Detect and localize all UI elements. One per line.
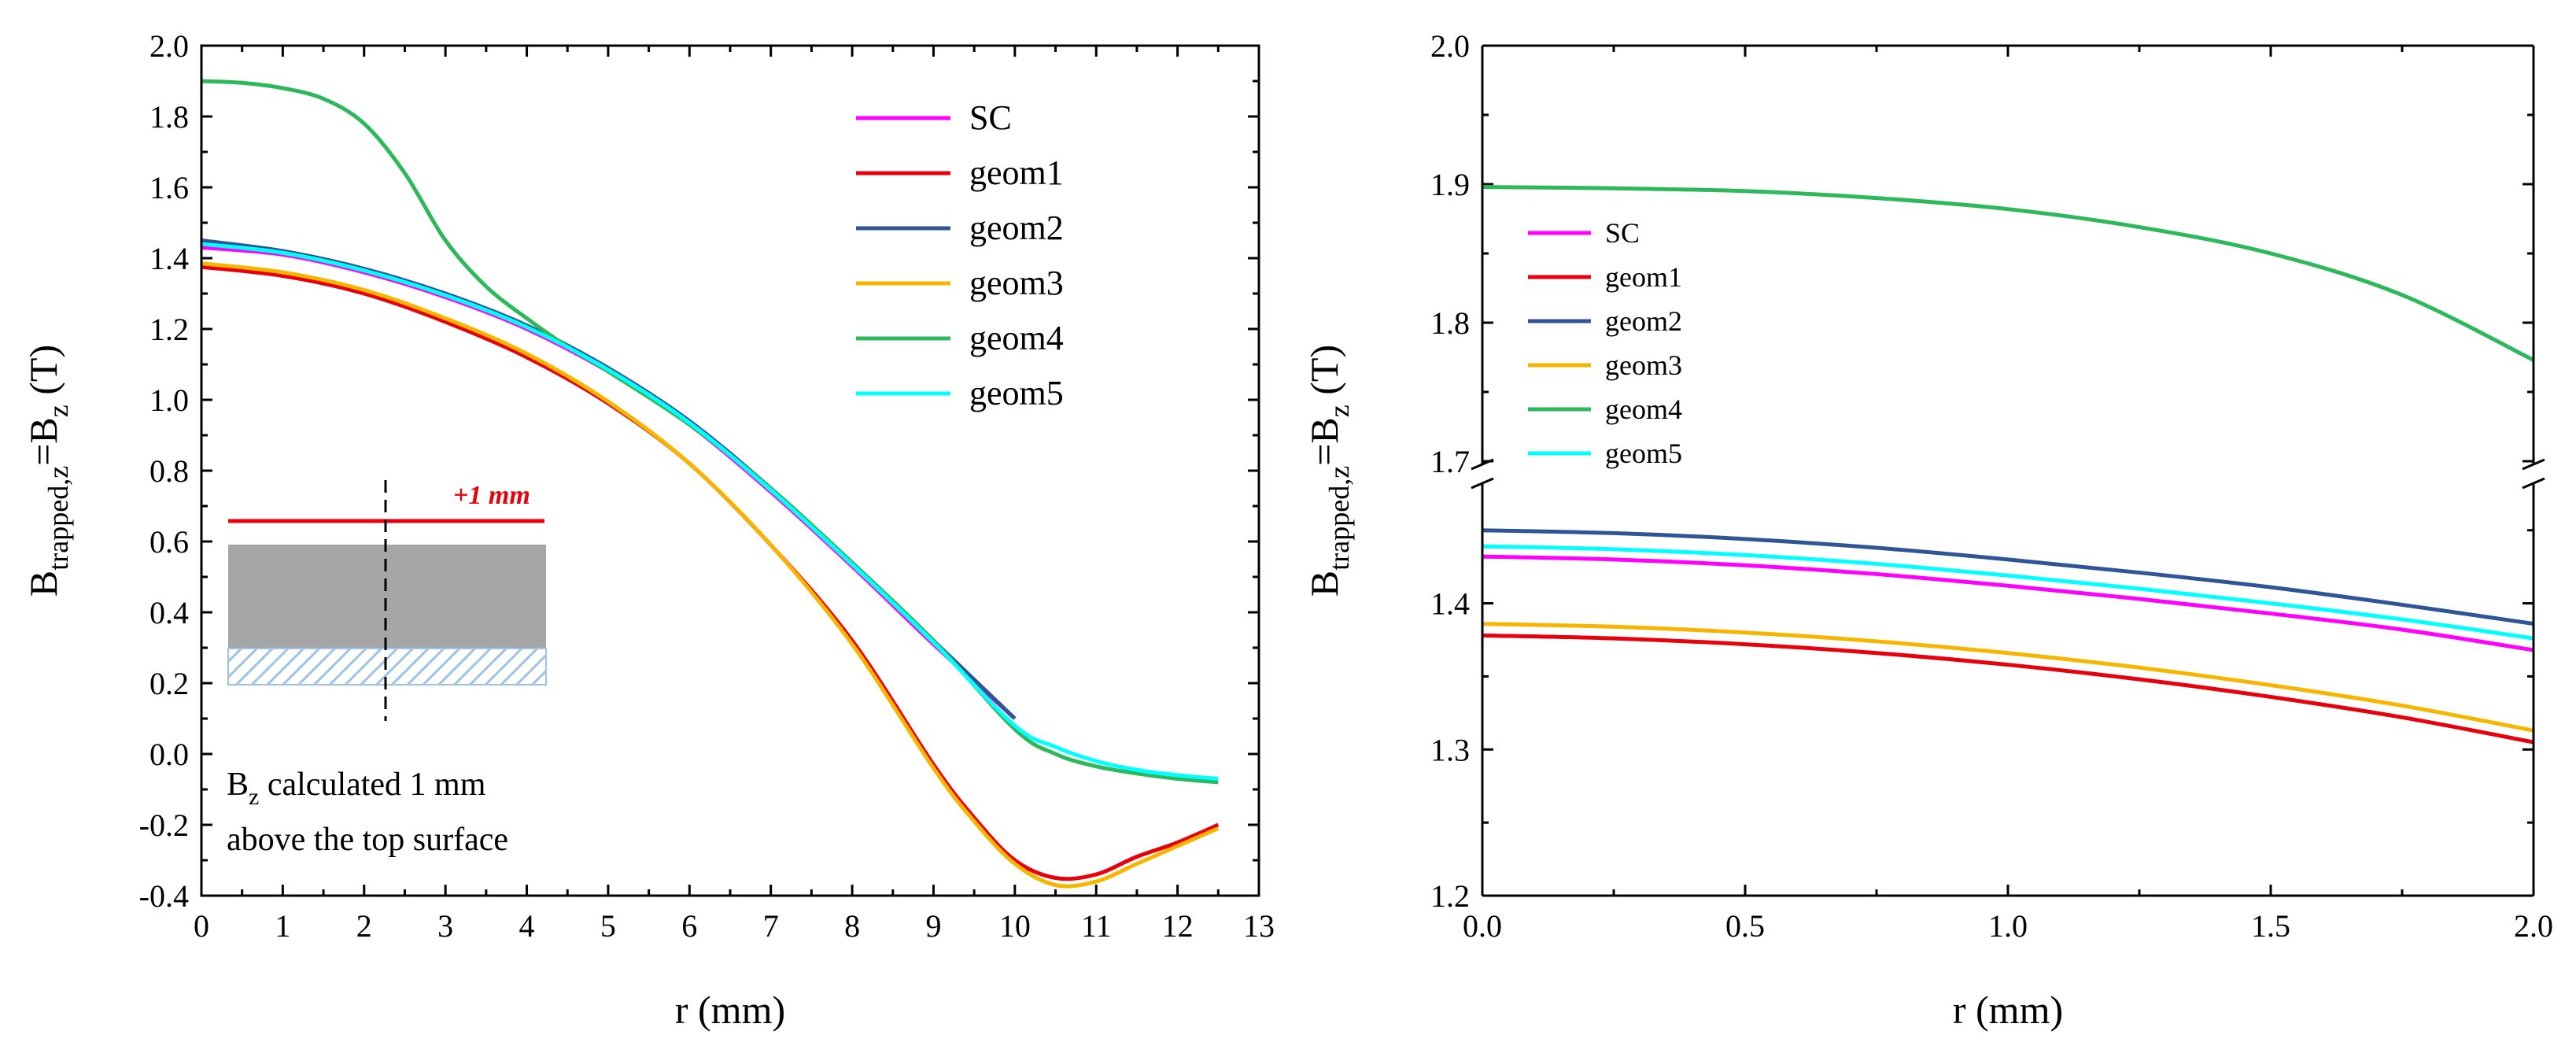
- legend-label-geom3: geom3: [1605, 349, 1682, 381]
- y-tick-label: 0.0: [149, 737, 189, 772]
- y-tick-label: 1.8: [1430, 305, 1470, 341]
- x-tick-label: 1: [275, 908, 290, 944]
- series-line-geom1: [1482, 633, 2534, 745]
- y-tick-label: 0.2: [149, 666, 189, 701]
- annotation-line-1: Bz calculated 1 mm: [227, 767, 486, 810]
- legend-label-geom2: geom2: [969, 209, 1064, 247]
- inset-offset-label: +1 mm: [453, 481, 530, 510]
- y-tick-label: 2.0: [149, 28, 189, 64]
- y-tick-label: 0.6: [149, 524, 189, 560]
- left-plot-frame: [200, 44, 1260, 897]
- left-y-axis-title: Btrapped,z=Bz (T): [21, 345, 74, 597]
- legend-label-SC: SC: [1605, 217, 1640, 249]
- legend-label-geom1: geom1: [1605, 261, 1682, 293]
- series-line-geom5: [201, 242, 1219, 781]
- x-tick-label: 1.5: [2251, 908, 2290, 944]
- left-series-group: [201, 79, 1220, 889]
- y-tick-label: 1.4: [1430, 586, 1470, 622]
- axis-break-mark-left-2: [1471, 477, 1494, 490]
- legend-label-geom5: geom5: [969, 374, 1064, 412]
- x-tick-label: 5: [600, 908, 616, 944]
- legend-label-geom5: geom5: [1605, 438, 1682, 469]
- y-tick-label: 0.4: [149, 595, 189, 630]
- axis-break-mark-right-1: [2522, 458, 2545, 471]
- legend-label-geom4: geom4: [1605, 394, 1682, 425]
- series-line-geom3: [1482, 622, 2534, 733]
- x-tick-label: 0.5: [1725, 908, 1765, 944]
- x-tick-label: 10: [999, 908, 1031, 944]
- x-tick-label: 6: [681, 908, 697, 944]
- left-legend: SC geom1 geom2 geom3 geom4 geom5: [856, 98, 1064, 412]
- y-tick-label: 1.7: [1430, 444, 1470, 479]
- x-tick-label: 2.0: [2514, 908, 2553, 944]
- x-tick-label: 3: [437, 908, 453, 944]
- right-upper-series-group: [1482, 185, 2534, 362]
- annotation-line-2: above the top surface: [227, 822, 508, 858]
- x-tick-label: 0: [194, 908, 209, 944]
- y-tick-label: 1.0: [149, 383, 189, 418]
- y-tick-label: 1.2: [149, 312, 189, 347]
- x-tick-label: 11: [1081, 908, 1112, 944]
- inset-sample-drawing: +1 mm: [227, 480, 547, 721]
- series-line-geom3: [201, 261, 1220, 889]
- axis-break-mark-left-1: [1471, 458, 1494, 471]
- y-tick-label: 1.2: [1430, 878, 1470, 914]
- y-tick-label: 1.3: [1430, 732, 1470, 767]
- y-tick-label: 0.8: [149, 453, 189, 489]
- y-tick-label: 1.8: [149, 99, 189, 135]
- right-x-axis-title: r (mm): [1953, 988, 2063, 1032]
- left-axis-ticks: 0 1 2 3 4 5 6 7 8 9 10 11 12 13-0.4-0.20.00.20.40.60.…: [139, 28, 1275, 944]
- x-tick-label: 2: [356, 908, 372, 944]
- right-legend: SC geom1 geom2 geom3 geom4 geom5: [1528, 217, 1682, 469]
- right-lower-series-group: [1482, 528, 2534, 745]
- x-tick-label: 8: [844, 908, 860, 944]
- left-panel: 0 1 2 3 4 5 6 7 8 9 10 11 12 13-0.4-0.20.00.20.40.60.…: [21, 28, 1275, 1032]
- x-tick-label: 7: [763, 908, 779, 944]
- x-tick-label: 0.0: [1463, 908, 1502, 944]
- series-line-geom2: [1482, 528, 2534, 626]
- axis-break-mark-right-2: [2522, 477, 2545, 490]
- x-tick-label: 9: [925, 908, 941, 944]
- legend-label-geom4: geom4: [969, 319, 1064, 357]
- x-tick-label: 4: [519, 908, 535, 944]
- y-tick-label: -0.4: [139, 878, 189, 914]
- y-tick-label: 1.6: [149, 170, 189, 205]
- x-tick-label: 1.0: [1988, 908, 2028, 944]
- inset-superconductor-block: [228, 545, 546, 649]
- right-panel: 0.0 0.5 1.0 1.5 2.0 1.7 1.8 1.9 2.0 1.2 1.3 1.4 SC g…: [1302, 28, 2553, 1032]
- y-tick-label: -0.2: [139, 808, 189, 843]
- right-axis-ticks: 0.0 0.5 1.0 1.5 2.0 1.7 1.8 1.9 2.0 1.2 1.3 1.4: [1430, 28, 2553, 944]
- inset-substrate-hatched: [227, 648, 547, 686]
- left-x-axis-title: r (mm): [675, 988, 785, 1032]
- x-tick-label: 13: [1243, 908, 1275, 944]
- x-tick-label: 12: [1162, 908, 1194, 944]
- right-y-axis-title: Btrapped,z=Bz (T): [1302, 345, 1355, 597]
- legend-label-SC: SC: [969, 98, 1012, 137]
- series-line-geom5: [1482, 544, 2534, 641]
- y-tick-label: 1.9: [1430, 167, 1470, 202]
- legend-label-geom1: geom1: [969, 153, 1064, 192]
- y-tick-label: 2.0: [1430, 28, 1470, 64]
- series-line-geom4: [1482, 185, 2534, 362]
- series-line-SC: [1482, 554, 2534, 652]
- y-tick-label: 1.4: [149, 241, 189, 276]
- series-line-geom4: [201, 79, 1219, 785]
- legend-label-geom3: geom3: [969, 264, 1064, 302]
- legend-label-geom2: geom2: [1605, 305, 1682, 337]
